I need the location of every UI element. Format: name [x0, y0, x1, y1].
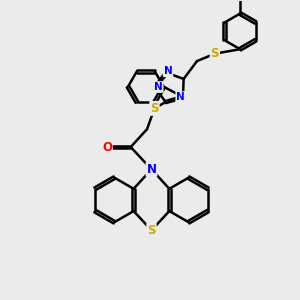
Text: S: S — [147, 224, 156, 237]
Text: S: S — [150, 102, 159, 115]
Text: N: N — [154, 82, 163, 92]
Text: N: N — [164, 66, 172, 76]
Text: N: N — [146, 163, 157, 176]
Text: O: O — [102, 140, 112, 154]
Text: N: N — [176, 92, 185, 102]
Text: S: S — [211, 47, 219, 60]
